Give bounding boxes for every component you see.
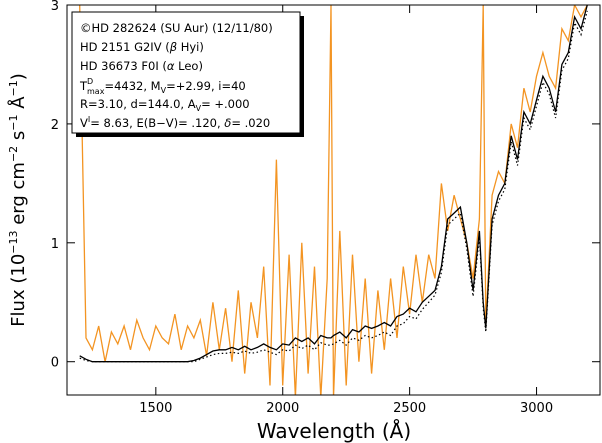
subscript: V	[161, 86, 167, 95]
text: Å	[7, 96, 29, 115]
x-tick-label: 3000	[520, 401, 553, 416]
y-tick-label: 3	[51, 0, 59, 14]
text: V	[80, 116, 88, 130]
text: HD 36673 F0I (	[80, 59, 167, 73]
text: =4432, M	[104, 79, 160, 93]
spectrum-line	[79, 5, 588, 395]
text: s	[8, 131, 29, 146]
subscript: max	[87, 87, 105, 96]
spectrum-line	[79, 5, 588, 363]
text: erg cm	[8, 162, 29, 230]
superscript: D	[87, 77, 93, 86]
subscript: V	[196, 104, 202, 113]
annotation-line: HD 2151 G2IV (β Hyi)	[80, 40, 204, 54]
annotation-box: ©HD 282624 (SU Aur) (12/11/80) HD 2151 G…	[71, 11, 304, 137]
x-tick-label: 1500	[139, 401, 172, 416]
symbol: α	[167, 59, 175, 73]
superscript: −2	[7, 146, 20, 162]
superscript: I	[88, 115, 90, 124]
superscript: −1	[7, 114, 20, 130]
x-tick-label: 2000	[266, 401, 299, 416]
text: T	[79, 79, 88, 93]
symbol: β	[169, 40, 177, 54]
axes-frame	[66, 4, 601, 396]
superscript: −1	[7, 80, 20, 96]
text: HD 2151 G2IV (	[80, 40, 170, 54]
annotation-line: TD max=4432, MV=+2.99, i=40	[79, 77, 246, 96]
text: Leo)	[174, 59, 202, 73]
text: R=3.10, d=144.0, A	[80, 97, 196, 111]
y-axis-label: Flux (10−13 erg cm−2 s−1 Å−1)	[7, 73, 29, 327]
y-tick-label: 2	[51, 118, 59, 133]
box	[71, 11, 301, 134]
text: =+2.99, i=40	[166, 79, 246, 93]
symbol: δ	[224, 116, 231, 130]
y-tick-label: 0	[51, 356, 59, 371]
text: = .020	[231, 116, 270, 130]
text: )	[8, 73, 29, 80]
text: = +.000	[201, 97, 250, 111]
x-axis-label: Wavelength (Å)	[257, 419, 411, 443]
superscript: −13	[7, 231, 20, 254]
y-tick-label: 1	[51, 237, 59, 252]
text: = 8.63, E(B−V)= .120,	[90, 116, 224, 130]
annotation-line: R=3.10, d=144.0, AV= +.000	[80, 97, 250, 113]
annotation-line: ©HD 282624 (SU Aur) (12/11/80)	[80, 21, 273, 35]
annotation-line: VI= 8.63, E(B−V)= .120, δ= .020	[80, 115, 270, 130]
x-tick-label: 2500	[393, 401, 426, 416]
annotation-line: HD 36673 F0I (α Leo)	[80, 59, 203, 73]
plot-area	[79, 5, 588, 395]
text: Hyi)	[177, 40, 204, 54]
text: Flux (10	[8, 254, 29, 327]
